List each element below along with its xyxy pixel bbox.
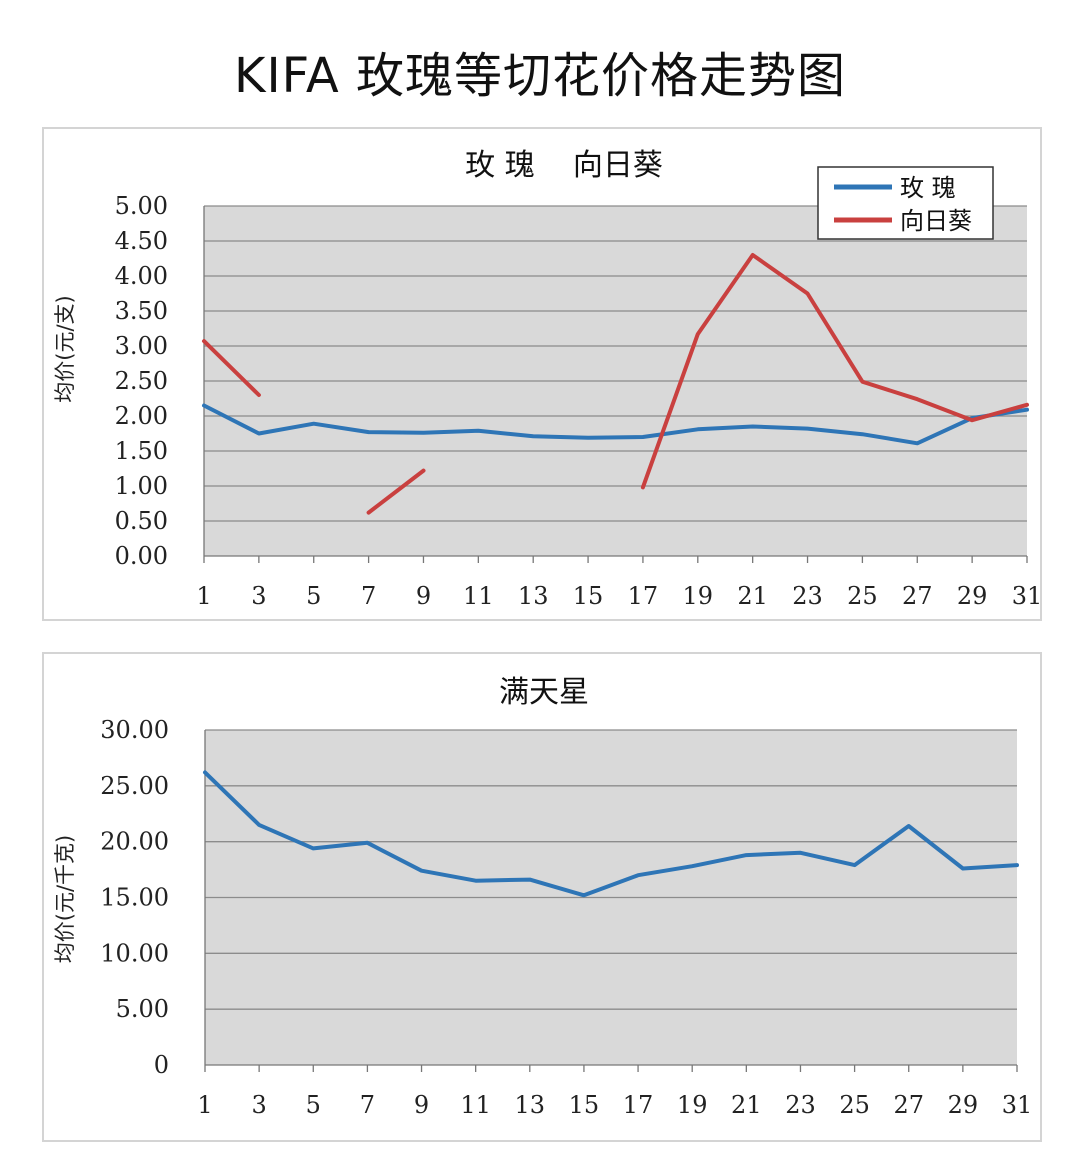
x-tick-label: 5	[306, 1091, 321, 1119]
x-tick-label: 7	[360, 1091, 375, 1119]
y-tick-label: 2.50	[115, 367, 168, 395]
gypsophila-chart: 满天星 均价(元/千克) 0 5.00 10.00 15.00 20.00 25.00 30…	[53, 675, 1032, 1119]
page-title: KIFA 玫瑰等切花价格走势图	[234, 48, 846, 104]
gypsophila-chart-panel: 满天星 均价(元/千克) 0 5.00 10.00 15.00 20.00 25.00 30…	[42, 652, 1042, 1142]
legend-label-sunflower: 向日葵	[900, 207, 972, 235]
x-tick-label: 17	[628, 582, 659, 610]
plot-layer: 0.00 0.50 1.00 1.50 2.00 2.50 3.00 3.50 4.00 4.50…	[115, 192, 1043, 610]
x-tick-label: 19	[683, 582, 714, 610]
series-line-1	[640, 253, 1029, 490]
x-tick-label: 17	[623, 1091, 654, 1119]
y-tick-label: 0.00	[115, 542, 168, 570]
y-tick-label: 5.00	[115, 192, 168, 220]
y-tick-label: 1.00	[115, 472, 168, 500]
legend-label-rose: 玫 瑰	[900, 174, 956, 202]
x-tick-label: 23	[785, 1091, 816, 1119]
x-tick-label: 21	[737, 582, 768, 610]
y-tick-label: 3.00	[115, 332, 168, 360]
x-tick-label: 23	[792, 582, 823, 610]
x-tick-label: 31	[1002, 1091, 1033, 1119]
x-tick-label: 27	[902, 582, 933, 610]
series-line-0	[202, 403, 1029, 446]
x-tick-label: 13	[515, 1091, 546, 1119]
x-tick-label: 25	[839, 1091, 870, 1119]
series-line-0	[203, 770, 1019, 898]
x-tick-label: 19	[677, 1091, 708, 1119]
y-tick-label: 0.50	[115, 507, 168, 535]
y-tick-label: 10.00	[100, 939, 169, 967]
x-tick-label: 3	[251, 1091, 266, 1119]
y-tick-label: 15.00	[100, 884, 169, 912]
x-tick-label: 11	[463, 582, 494, 610]
x-tick-label: 9	[416, 582, 431, 610]
legend-box	[817, 166, 994, 240]
y-tick-label: 4.50	[115, 227, 168, 255]
rose-sunflower-chart: 玫 瑰 向日葵 均价(元/支) 0.00 0.50 1.00 1.50 2.00 2.50…	[53, 148, 1043, 610]
x-tick-label: 9	[414, 1091, 429, 1119]
series-line-1	[202, 339, 261, 397]
y-tick-label: 1.50	[115, 437, 168, 465]
chart-title: 满天星	[499, 675, 589, 710]
series-line-1	[366, 468, 426, 515]
x-tick-label: 15	[573, 582, 604, 610]
chart-title: 玫 瑰 向日葵	[465, 148, 663, 183]
x-tick-label: 25	[847, 582, 878, 610]
x-tick-label: 1	[197, 1091, 212, 1119]
y-tick-label: 20.00	[100, 828, 169, 856]
rose-sunflower-chart-panel: 玫 瑰 向日葵 均价(元/支) 0.00 0.50 1.00 1.50 2.00 2.50…	[42, 127, 1042, 621]
x-tick-label: 11	[460, 1091, 491, 1119]
y-tick-label: 0	[154, 1051, 169, 1079]
x-tick-label: 21	[731, 1091, 762, 1119]
x-tick-label: 29	[957, 582, 988, 610]
x-tick-label: 7	[361, 582, 376, 610]
x-tick-label: 29	[948, 1091, 979, 1119]
x-tick-label: 15	[569, 1091, 600, 1119]
x-tick-label: 3	[251, 582, 266, 610]
y-tick-label: 25.00	[100, 772, 169, 800]
y-axis-label: 均价(元/支)	[53, 295, 77, 402]
x-tick-label: 1	[196, 582, 211, 610]
y-tick-label: 30.00	[100, 716, 169, 744]
x-tick-label: 5	[306, 582, 321, 610]
legend: 玫 瑰 向日葵	[817, 166, 994, 240]
y-tick-label: 3.50	[115, 297, 168, 325]
y-tick-label: 4.00	[115, 262, 168, 290]
x-tick-label: 13	[518, 582, 549, 610]
y-axis-label: 均价(元/千克)	[53, 835, 77, 963]
x-tick-label: 27	[893, 1091, 924, 1119]
y-tick-label: 2.00	[115, 402, 168, 430]
y-tick-label: 5.00	[116, 995, 169, 1023]
x-tick-label: 31	[1012, 582, 1043, 610]
